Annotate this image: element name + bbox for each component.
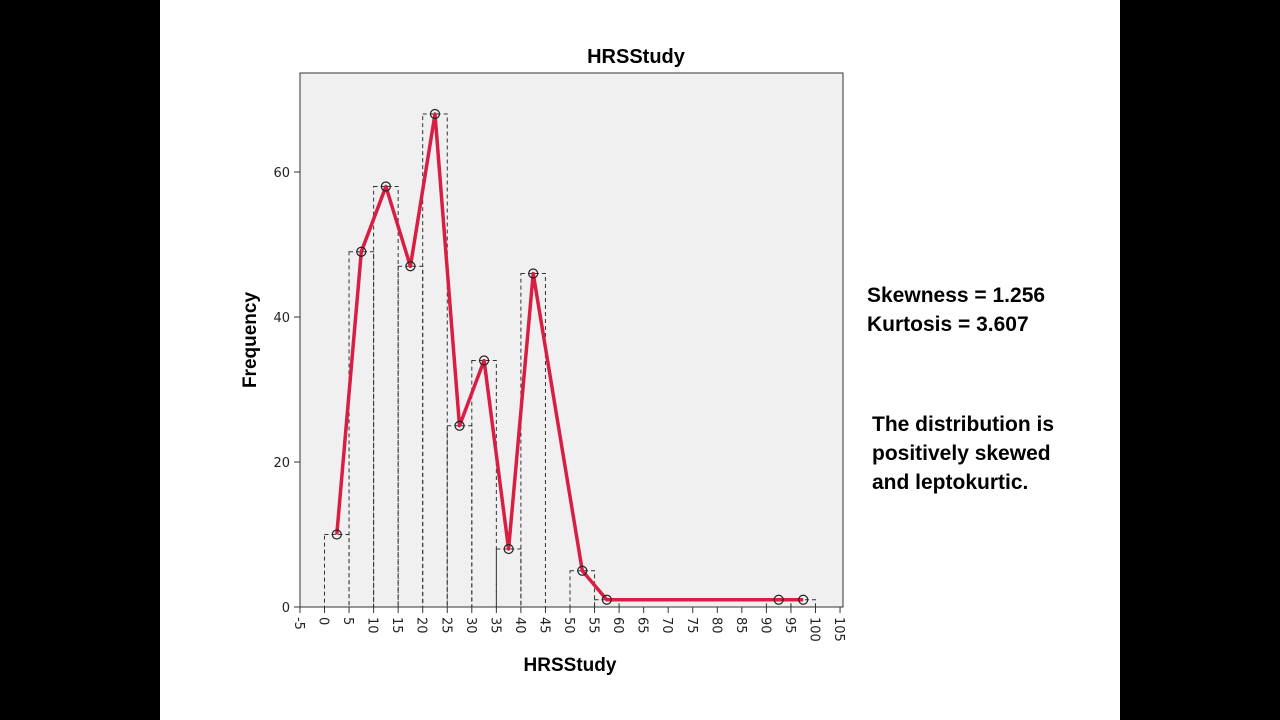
data-point [454, 420, 465, 431]
histogram-bar [471, 360, 497, 608]
frequency-polygon-line [335, 112, 804, 602]
x-tick-label: 0 [316, 617, 331, 625]
data-point [405, 261, 416, 272]
data-point [528, 268, 539, 279]
histogram-bar [348, 251, 375, 608]
x-tick-label: 55 [586, 617, 601, 634]
x-tick-label: 40 [512, 617, 527, 634]
data-point [331, 529, 342, 540]
histogram-bar [594, 599, 620, 608]
x-tick-label: 65 [635, 617, 650, 634]
x-tick-label: 60 [610, 617, 625, 634]
x-tick-label: 20 [414, 617, 429, 634]
x-tick-label: 35 [487, 617, 502, 634]
data-point [577, 565, 588, 576]
histogram-bar [520, 273, 546, 608]
x-tick-label: 85 [733, 617, 748, 634]
x-tick-label: 25 [438, 617, 453, 634]
y-tick-label: 40 [273, 311, 290, 326]
data-point [798, 594, 809, 605]
x-tick-label: 10 [365, 617, 380, 634]
x-tick-label: 30 [463, 617, 478, 634]
x-tick-label: 90 [757, 617, 772, 634]
y-tick-label: 60 [273, 166, 290, 181]
x-axis-label: HRSStudy [524, 655, 617, 676]
histogram-bar [397, 265, 424, 608]
y-tick-label: 0 [282, 601, 290, 616]
kurtosis-text: Kurtosis = 3.607 [867, 313, 1029, 336]
data-point [380, 181, 391, 192]
data-point [503, 543, 514, 555]
data-point [478, 355, 490, 366]
plot-area [299, 72, 844, 608]
data-point [356, 246, 367, 257]
x-tick-label: -5 [291, 617, 306, 630]
x-tick-label: 45 [536, 617, 551, 634]
skewness-text: Skewness = 1.256 [867, 284, 1046, 307]
x-tick-label: 75 [684, 617, 699, 634]
histogram-bar [324, 534, 350, 608]
histogram-bar [373, 186, 399, 608]
note-line-1: The distribution is [872, 413, 1054, 436]
y-axis-label: Frequency [240, 292, 261, 389]
x-tick-label: 50 [561, 617, 576, 634]
data-point [429, 108, 441, 120]
x-tick-label: 100 [807, 617, 822, 642]
x-tick-label: 15 [389, 617, 404, 634]
x-tick-label: 80 [708, 617, 723, 634]
y-tick-label: 20 [273, 456, 290, 471]
data-point [773, 594, 784, 605]
chart-title: HRSStudy [587, 46, 686, 68]
note-line-2: positively skewed [872, 442, 1051, 465]
note-line-3: and leptokurtic. [872, 471, 1029, 494]
histogram-bar [495, 548, 522, 608]
x-tick-label: 70 [659, 617, 674, 634]
x-tick-label: 95 [782, 617, 797, 634]
x-tick-label: 5 [340, 617, 355, 625]
slide: HRSStudy 0 20 40 60 -5 0 5 10 15 20 25 30 35 40 45 50 55… [160, 0, 1120, 720]
histogram-bar [790, 599, 817, 608]
x-tick-label: 105 [831, 617, 846, 642]
histogram-bar [569, 570, 596, 608]
data-point [601, 594, 612, 605]
